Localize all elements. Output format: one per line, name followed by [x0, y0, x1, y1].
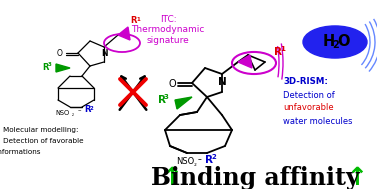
Text: R: R	[42, 64, 49, 73]
Text: unfavorable: unfavorable	[283, 104, 334, 112]
Text: R: R	[130, 16, 136, 25]
Text: ₂: ₂	[194, 161, 197, 167]
Text: R: R	[205, 155, 213, 165]
Text: O: O	[337, 35, 349, 50]
Text: Molecular modelling:: Molecular modelling:	[3, 127, 78, 133]
Text: 2: 2	[90, 105, 94, 111]
Text: ₂: ₂	[72, 112, 74, 118]
Text: 1: 1	[136, 17, 140, 22]
Text: 3: 3	[164, 94, 169, 100]
Text: O: O	[168, 79, 176, 89]
Text: conformations: conformations	[0, 149, 41, 155]
Text: 2: 2	[212, 154, 217, 160]
Text: NSO: NSO	[176, 157, 194, 167]
Text: R: R	[158, 95, 166, 105]
Text: Detection of: Detection of	[283, 91, 335, 99]
Text: ↑: ↑	[346, 166, 368, 189]
Text: ↑: ↑	[161, 166, 182, 189]
Text: 3D-RISM:: 3D-RISM:	[283, 77, 328, 87]
Text: N: N	[101, 50, 107, 59]
Circle shape	[303, 26, 367, 58]
Polygon shape	[56, 64, 70, 72]
Text: –: –	[198, 156, 202, 164]
Text: 2: 2	[333, 40, 339, 50]
Text: –: –	[78, 107, 81, 113]
Text: NSO: NSO	[55, 110, 69, 116]
Polygon shape	[175, 97, 192, 109]
Text: N: N	[218, 77, 226, 87]
Text: R: R	[84, 105, 90, 115]
Text: 1: 1	[280, 46, 285, 52]
Text: Binding affinity: Binding affinity	[151, 166, 359, 189]
Polygon shape	[118, 27, 130, 40]
Text: 3: 3	[48, 63, 52, 67]
Text: water molecules: water molecules	[283, 116, 352, 125]
Text: H: H	[323, 35, 335, 50]
Text: ITC:
Thermodynamic
signature: ITC: Thermodynamic signature	[131, 15, 205, 45]
Text: Detection of favorable: Detection of favorable	[3, 138, 84, 144]
Polygon shape	[238, 55, 252, 68]
Text: O: O	[57, 50, 63, 59]
Text: R: R	[274, 47, 282, 57]
